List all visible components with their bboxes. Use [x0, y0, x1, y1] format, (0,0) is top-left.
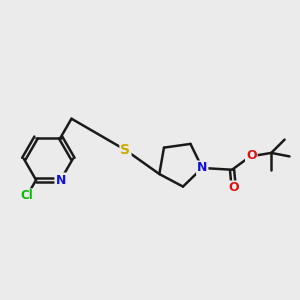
Text: N: N — [56, 173, 66, 187]
Text: S: S — [121, 143, 130, 157]
Text: O: O — [246, 149, 256, 162]
Text: Cl: Cl — [21, 189, 33, 202]
Text: N: N — [197, 161, 207, 175]
Text: O: O — [229, 182, 239, 194]
